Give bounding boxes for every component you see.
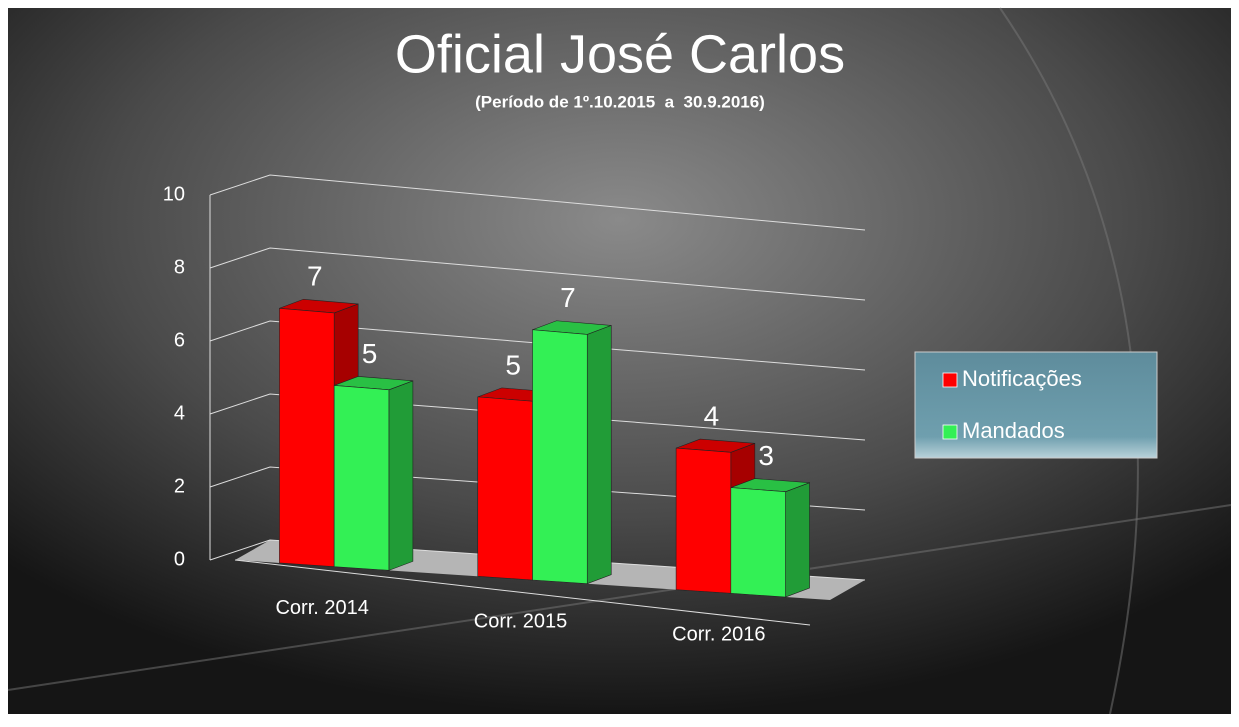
grid-line [209, 174, 866, 231]
bar-side [785, 482, 810, 598]
grid-line [209, 393, 866, 441]
data-label: 7 [307, 261, 323, 292]
y-tick-label: 6 [174, 329, 185, 351]
data-label: 7 [560, 282, 576, 313]
x-tick-label: Corr. 2015 [474, 610, 567, 632]
grid-line [209, 320, 866, 371]
bar-side [388, 380, 414, 571]
decor-arc [7, 504, 1232, 691]
legend-label: Notificações [962, 366, 1082, 391]
data-label: 5 [505, 349, 521, 380]
legend-swatch [942, 424, 958, 440]
bar-front [333, 385, 390, 571]
bar [333, 376, 414, 571]
chart-subtitle: (Período de 1º.10.2015 a 30.9.2016) [475, 92, 765, 111]
bar-front [532, 329, 588, 585]
bar-front [730, 487, 786, 598]
x-axis [234, 559, 811, 626]
grid-line [209, 247, 866, 301]
x-tick-label: Corr. 2016 [672, 624, 765, 646]
x-tick-label: Corr. 2014 [275, 597, 368, 619]
bar [730, 478, 810, 598]
legend [914, 351, 1158, 459]
bar [532, 320, 612, 585]
y-tick-label: 4 [174, 402, 185, 424]
bar-side [586, 324, 612, 585]
data-label: 4 [704, 400, 720, 431]
y-tick-label: 2 [174, 475, 185, 497]
grid-line [209, 466, 866, 511]
chart-title: Oficial José Carlos [395, 24, 845, 84]
data-label: 5 [362, 338, 378, 369]
bar-front [675, 447, 732, 594]
y-tick-label: 10 [163, 183, 185, 205]
y-tick-label: 0 [174, 548, 185, 570]
decor-arc [999, 7, 1139, 715]
y-tick-label: 8 [174, 256, 185, 278]
data-label: 3 [758, 440, 774, 471]
bar-front [477, 396, 533, 581]
legend-label: Mandados [962, 418, 1065, 443]
legend-swatch [942, 372, 958, 388]
bar-front [279, 307, 335, 567]
grid-line [209, 539, 866, 581]
